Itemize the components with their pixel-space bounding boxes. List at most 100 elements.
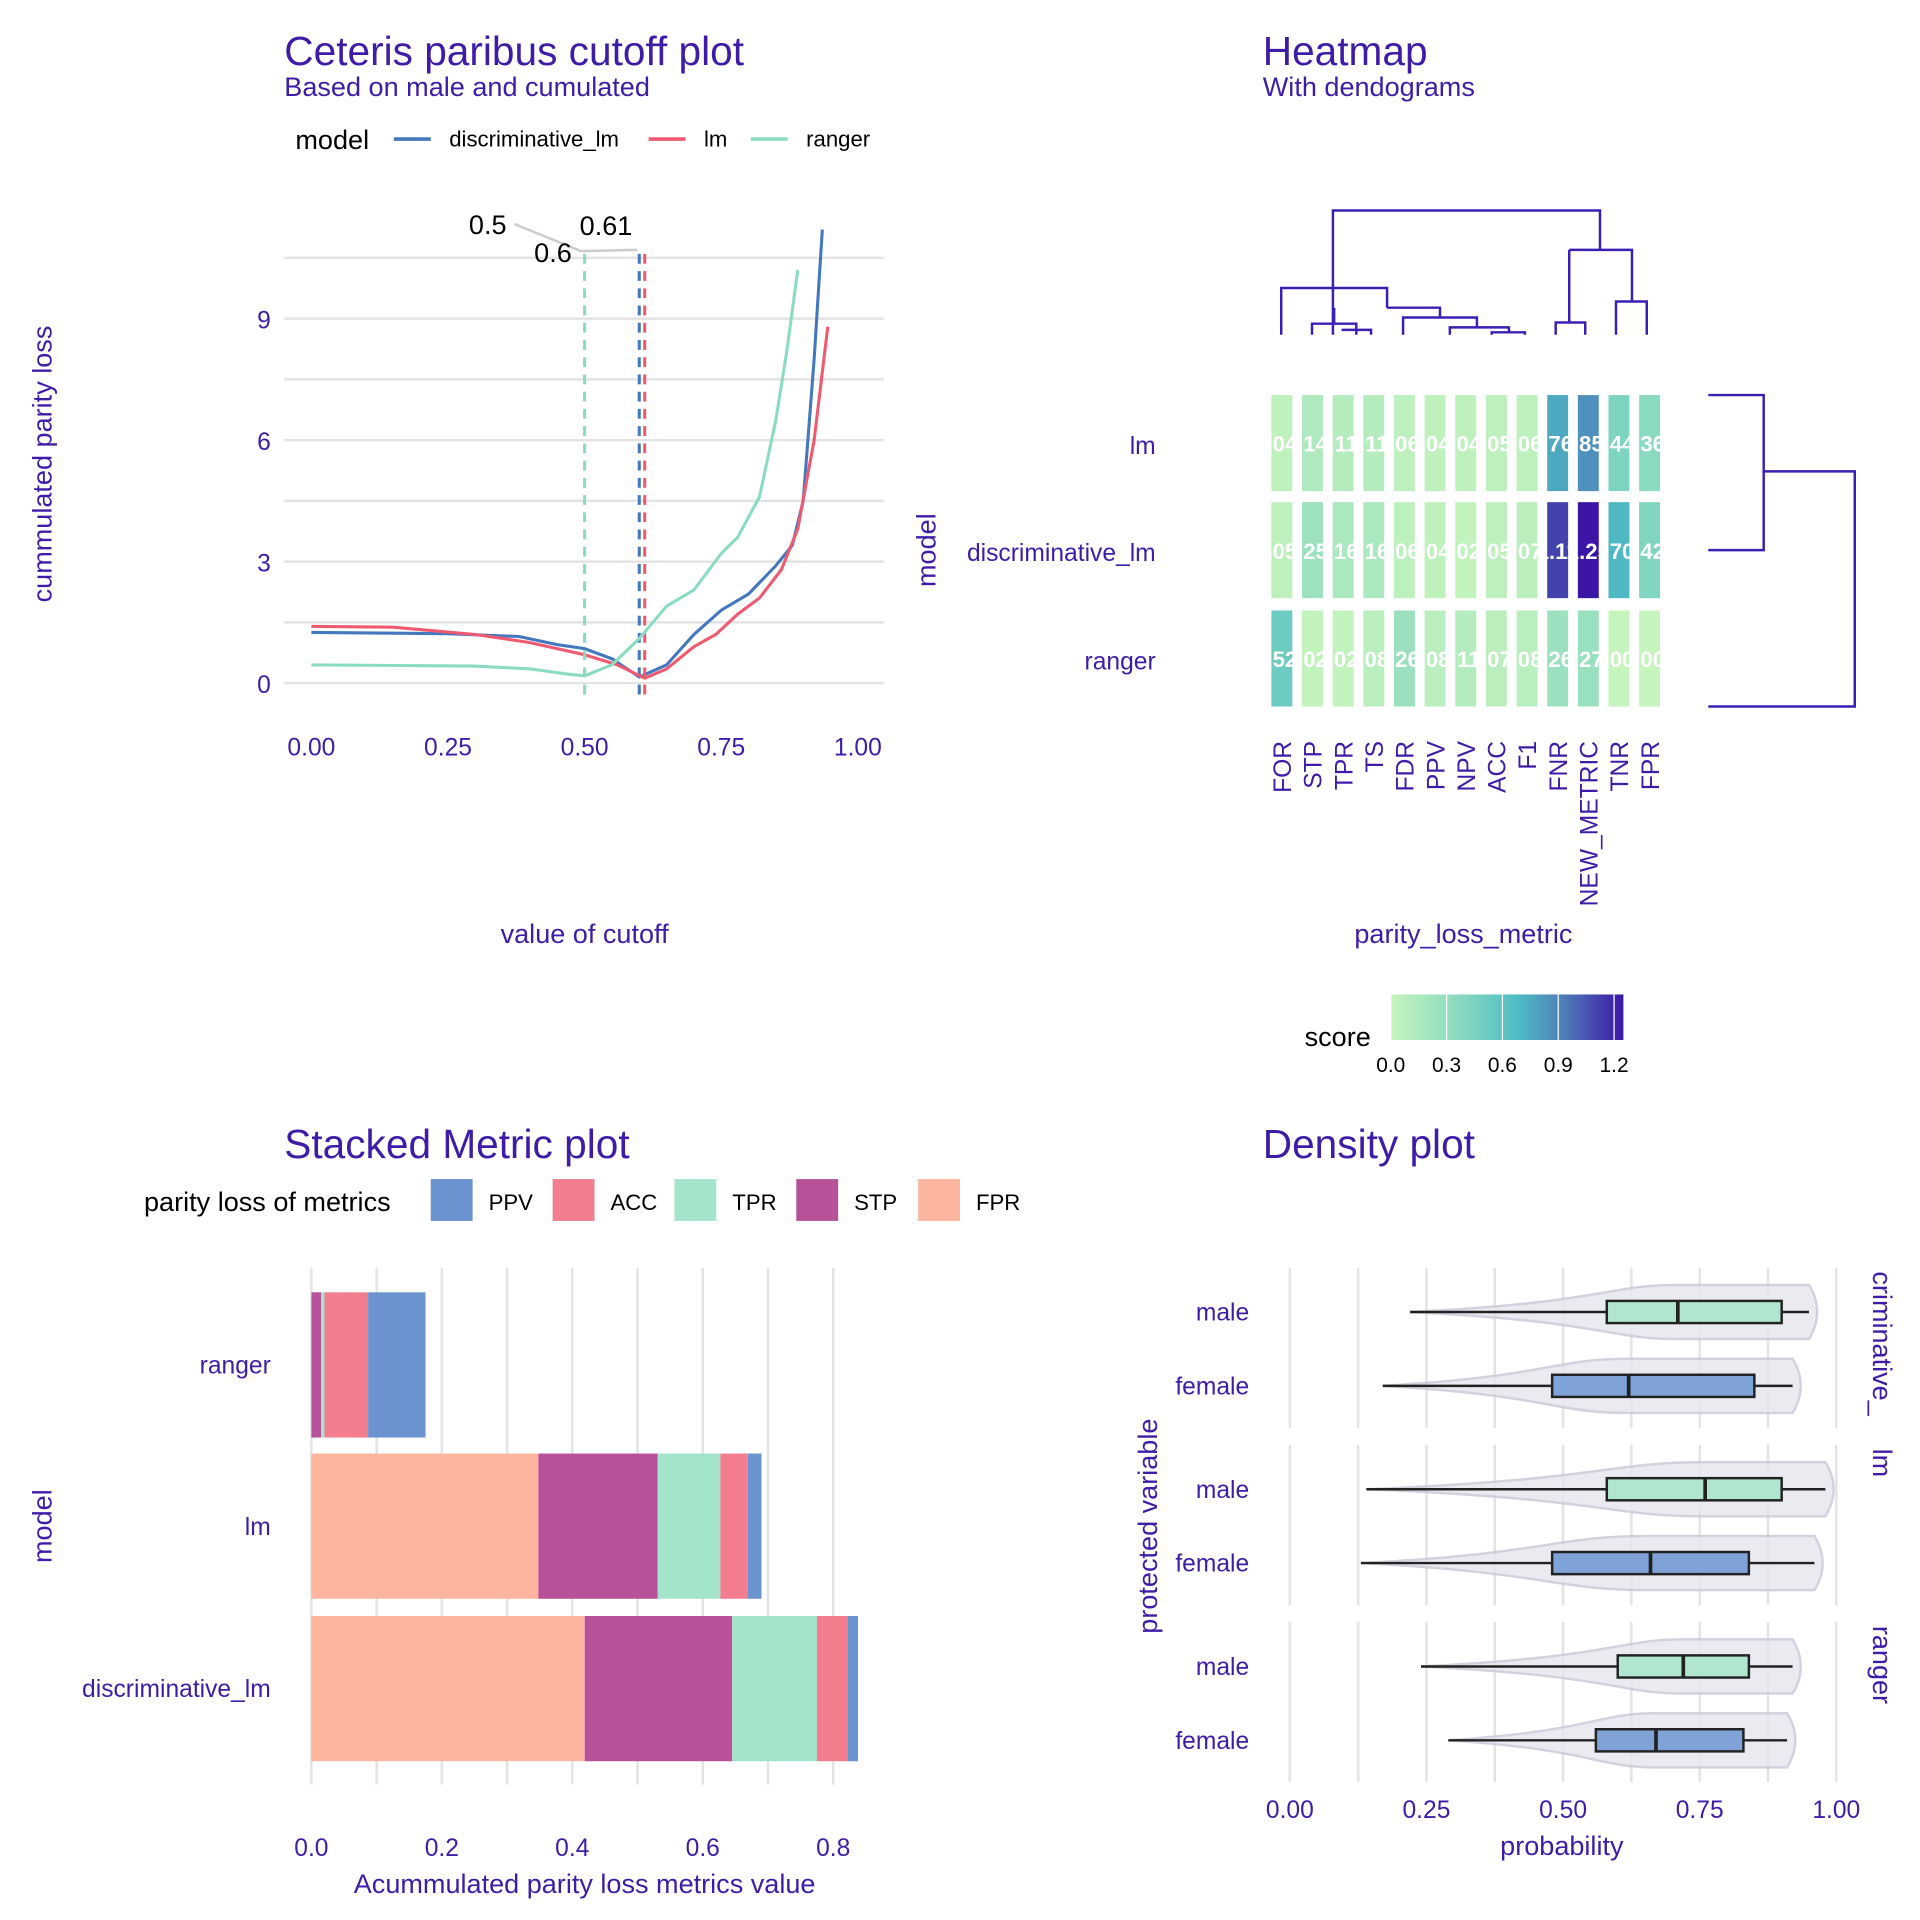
heatmap-y-label: model [910,513,941,587]
heatmap: Heatmap With dendograms lm .04.14.11.11.0… [910,28,1856,1077]
y-axis-label: cummulated parity loss [27,326,58,603]
bar-segment-TPR [321,1292,325,1438]
cell-value: .85 [1573,432,1604,457]
bar-segment-FPR [311,1453,539,1599]
heatmap-cell [1608,502,1630,599]
cell-value: .25 [1297,539,1328,564]
x-tick-label: 0.75 [697,735,745,762]
x-tick-label: 0.25 [424,735,472,762]
heatmap-cell [1577,610,1599,707]
facet-label: lm [1867,1449,1898,1478]
x-tick-label: 0.8 [816,1835,850,1862]
heatmap-subtitle: With dendograms [1263,71,1475,102]
cell-value: .44 [1604,432,1635,457]
x-tick-label: 0.00 [1266,1797,1314,1824]
x-tick-label: 1.00 [1812,1797,1860,1824]
y-tick-label: male [1196,1654,1249,1681]
heatmap-cell [1302,502,1323,599]
heatmap-cell [1455,395,1477,492]
bar-segment-ACC [816,1616,848,1762]
legend-key [674,1179,717,1221]
box [1594,1728,1745,1753]
heatmap-cell [1455,502,1477,599]
x-tick-label: 0.25 [1403,1797,1451,1824]
cell-value: .26 [1542,647,1573,672]
heatmap-cell [1271,502,1293,599]
column-label: NPV [1454,740,1481,791]
cell-value: .11 [1359,432,1389,457]
box [1550,1373,1756,1399]
heatmap-cell [1302,610,1323,707]
colorbar-tick-label: 0.0 [1376,1054,1405,1077]
cell-value: .76 [1542,432,1573,457]
legend-title: parity loss of metrics [144,1186,391,1217]
cell-value: .04 [1420,539,1451,564]
cell-value: .11 [1451,647,1481,672]
heatmap-cell [1639,610,1661,707]
box [1605,1476,1783,1502]
y-tick-label: male [1196,1300,1249,1327]
facet-label: criminative_ [1867,1271,1898,1416]
y-axis-label: protected variable [1132,1419,1163,1634]
y-tick-label: 6 [257,429,271,456]
legend-label: TPR [732,1190,776,1215]
x-tick-label: 1.00 [834,735,882,762]
colorbar-tick-label: 0.9 [1544,1054,1573,1077]
heatmap-cell [1271,395,1293,492]
column-dendrogram [1280,209,1648,335]
colorbar-tick-label: 0.3 [1432,1054,1461,1077]
y-tick-label: lm [245,1514,271,1541]
cutoff-plot: Ceteris paribus cutoff plot Based on mal… [27,28,884,949]
heatmap-cell [1547,502,1569,599]
colorbar-tick-label: 1.2 [1600,1054,1629,1077]
row-label: discriminative_lm [967,540,1156,567]
bar-segment-TPR [732,1616,817,1762]
x-tick-label: 0.6 [686,1835,720,1862]
column-label: FDR [1393,741,1420,792]
cell-value: .11 [1328,432,1358,457]
bar-segment-TPR [657,1453,721,1599]
heatmap-cell [1516,395,1538,492]
cell-value: .42 [1634,539,1665,564]
heatmap-cell [1639,502,1661,599]
heatmap-cell [1455,610,1477,707]
row-label: lm [1130,433,1156,460]
heatmap-cell [1302,395,1323,492]
heatmap-cell [1485,610,1507,707]
colorbar-tick-label: 0.6 [1488,1054,1517,1077]
heatmap-cell [1363,395,1385,492]
column-label: F1 [1515,741,1542,770]
cell-value: .07 [1481,647,1512,672]
heatmap-cell [1547,395,1569,492]
column-label: TPR [1331,741,1358,790]
cell-value: .36 [1634,432,1665,457]
density-plot: Density plot criminative_malefemalelmmal… [1132,1121,1898,1861]
legend-title: model [295,124,369,155]
heatmap-cell [1547,610,1569,707]
heatmap-x-label: parity_loss_metric [1354,918,1572,949]
legend-key [918,1179,960,1221]
y-tick-label: female [1175,1728,1249,1755]
legend-label: FPR [976,1190,1020,1215]
cell-value: .02 [1328,647,1359,672]
column-label: FOR [1270,741,1297,793]
cell-value: .04 [1266,432,1297,457]
heatmap-cell [1639,395,1661,492]
cell-value: .16 [1328,539,1359,564]
bar-segment-ACC [720,1453,748,1599]
series-line-lm [311,326,830,680]
y-tick-label: 3 [257,550,271,577]
heatmap-cell [1363,502,1385,599]
heatmap-cell [1485,502,1507,599]
cell-value: .08 [1358,647,1389,672]
heatmap-cell [1332,395,1354,492]
heatmap-cell [1393,395,1415,492]
column-label: FNR [1546,741,1573,792]
cell-value: .06 [1389,432,1420,457]
heatmap-cell [1516,502,1538,599]
bar-segment-ACC [324,1292,369,1438]
cell-value: 1.25 [1567,539,1610,564]
x-tick-label: 0.75 [1676,1797,1724,1824]
row-label: ranger [1085,649,1156,676]
cell-value: .05 [1481,539,1512,564]
